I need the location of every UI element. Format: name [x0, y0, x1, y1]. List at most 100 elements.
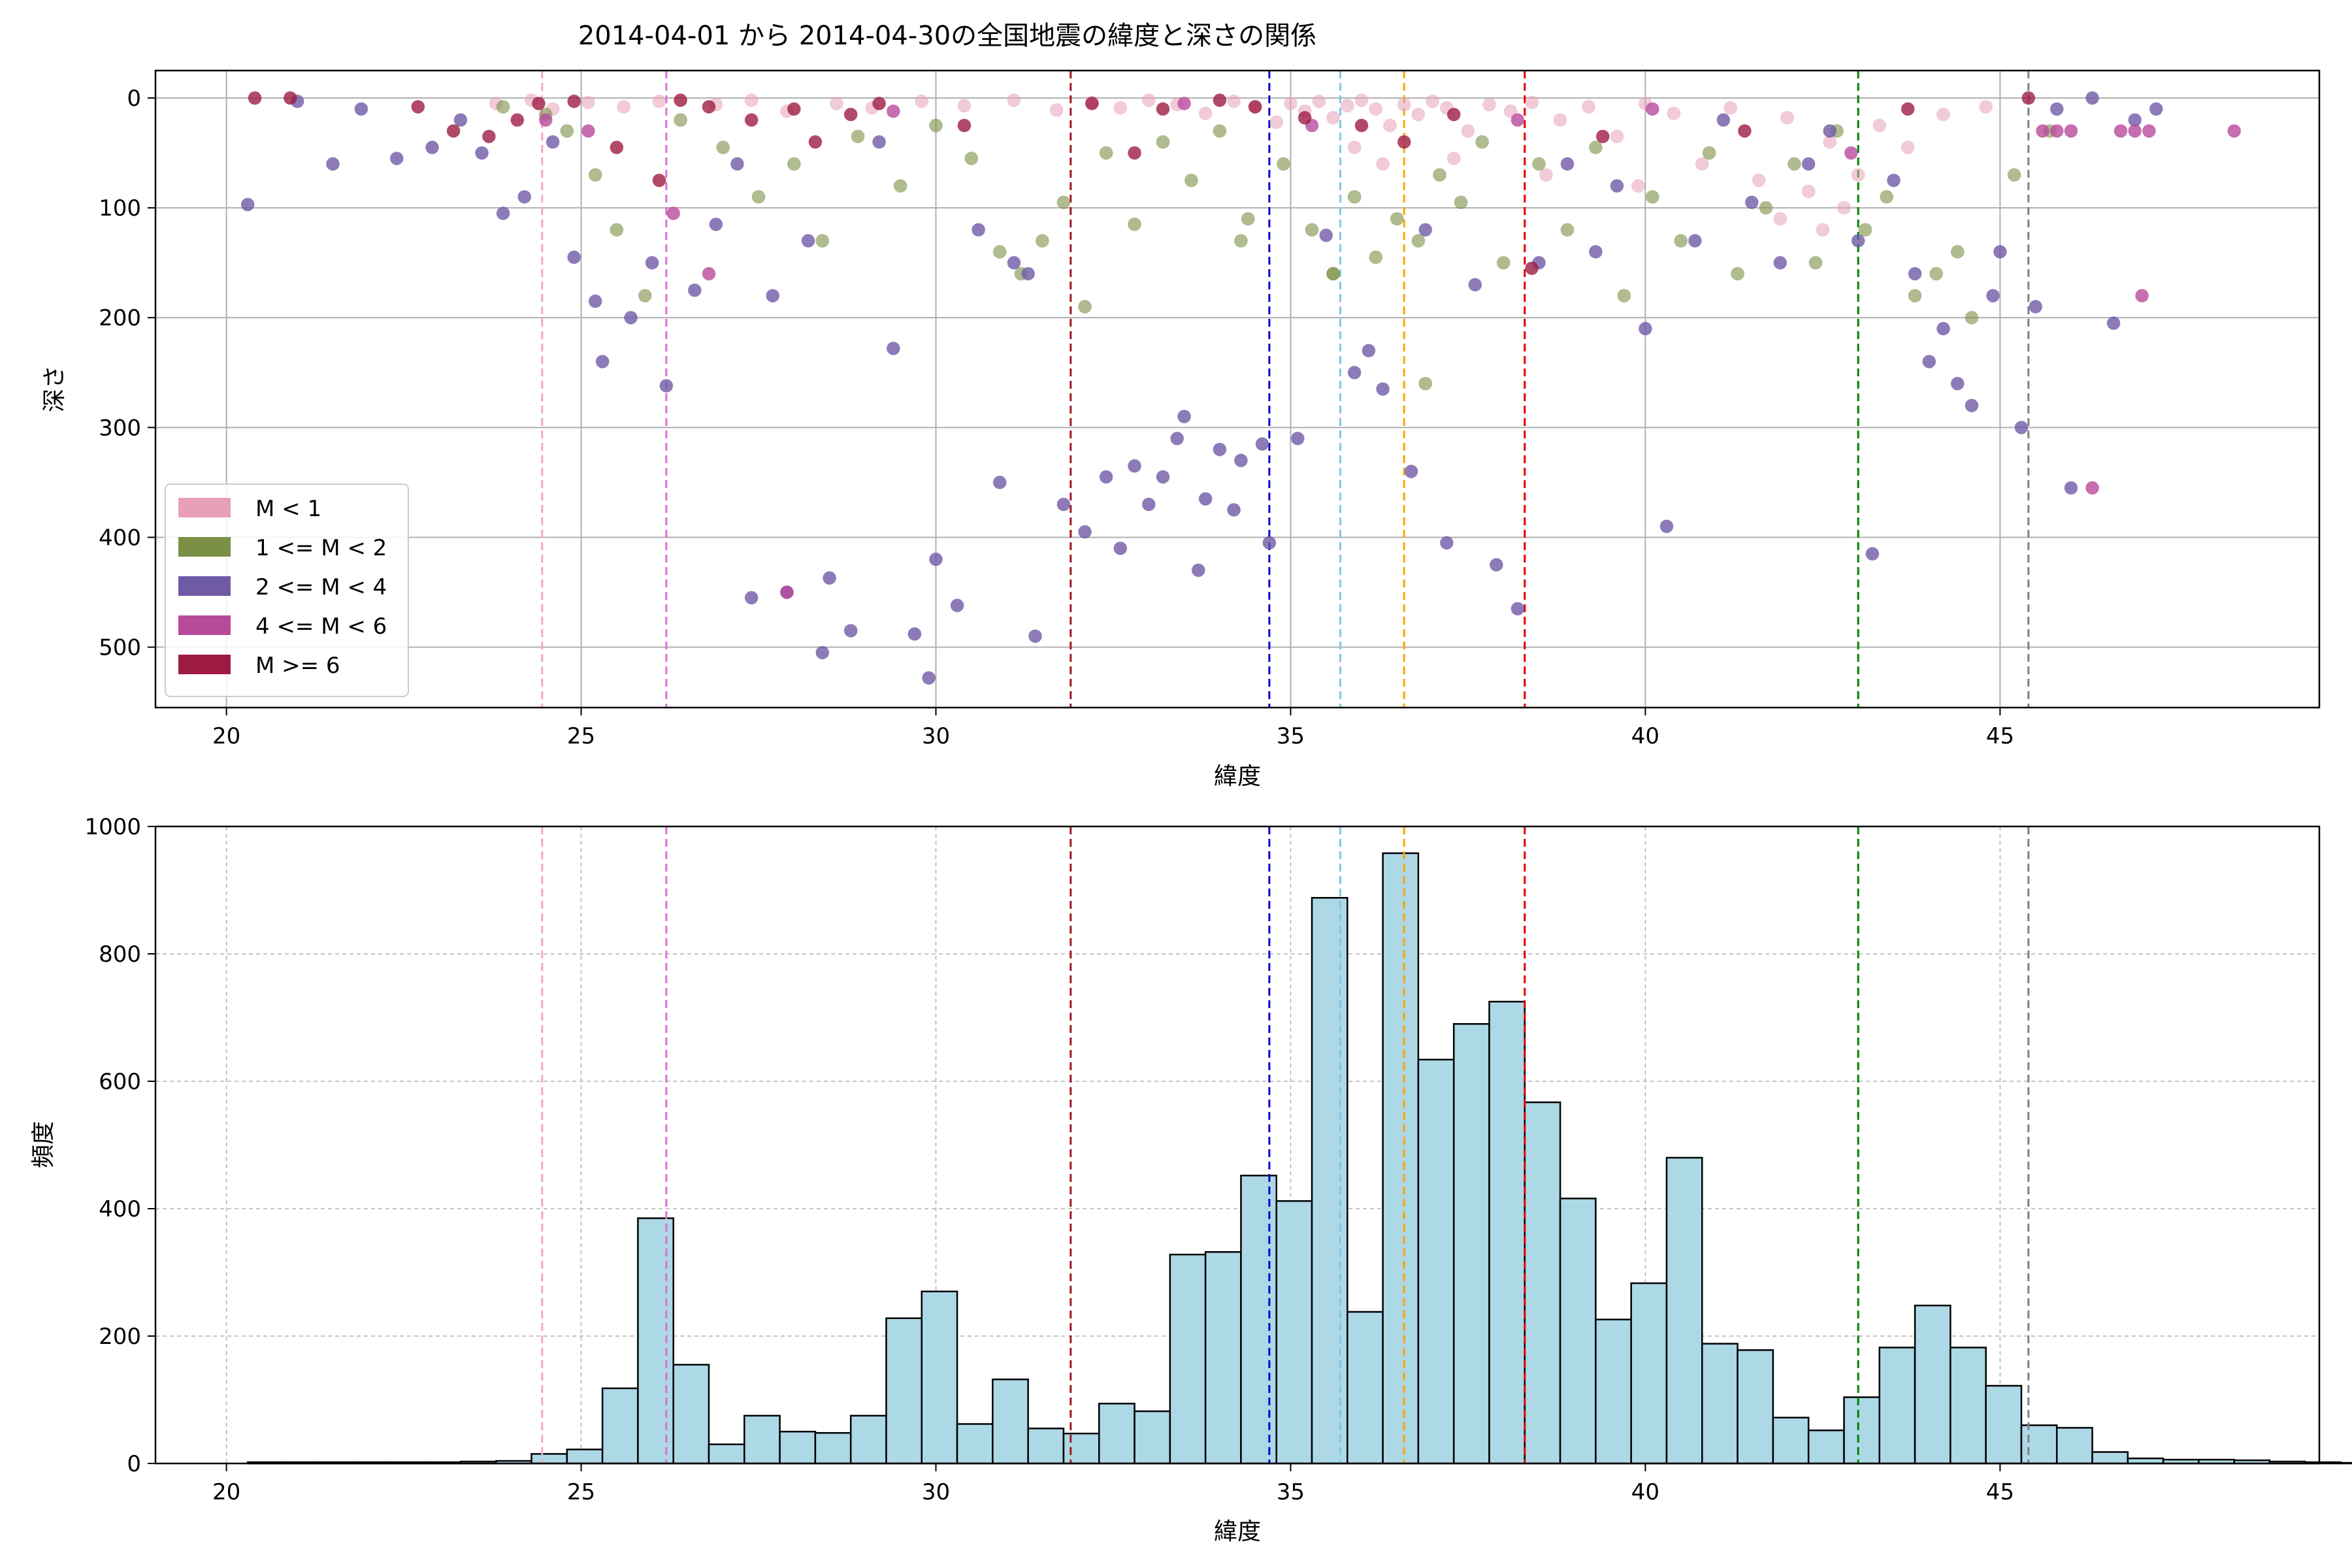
scatter-point	[1369, 250, 1383, 265]
tick-label: 30	[922, 723, 950, 749]
scatter-point	[1354, 118, 1369, 133]
scatter-point	[1908, 267, 1922, 281]
scatter-point	[1007, 255, 1021, 270]
scatter-point	[610, 140, 624, 155]
tick-label: 0	[127, 1451, 141, 1477]
histogram-bar	[1062, 1432, 1100, 1465]
scatter-point	[659, 378, 674, 393]
scatter-point	[1347, 189, 1362, 204]
scatter-point	[1560, 223, 1575, 237]
histogram-bar	[2020, 1424, 2058, 1465]
scatter-point	[1248, 99, 1262, 114]
scatter-point	[1752, 173, 1766, 188]
scatter-point	[893, 179, 907, 193]
scatter-point	[687, 283, 702, 297]
scatter-point	[588, 294, 602, 308]
tick-label: 500	[99, 635, 141, 661]
tick-label: 400	[99, 1196, 141, 1222]
histogram-bar	[779, 1431, 817, 1465]
tick-label: 25	[567, 1479, 595, 1505]
scatter-point	[1376, 382, 1390, 396]
scatter-point	[2007, 168, 2021, 182]
scatter-point	[1844, 146, 1858, 160]
scatter-point	[1674, 234, 1688, 248]
scatter-point	[1290, 431, 1305, 446]
scatter-point	[1446, 107, 1461, 122]
scatter-point	[1305, 223, 1319, 237]
histogram-bar	[601, 1387, 639, 1465]
tick-label: 400	[99, 525, 141, 551]
scatter-point	[1113, 101, 1128, 115]
scatter-point	[1511, 602, 1525, 616]
scatter-panel: 20 25 30 35 40 45 0 100 200 300 400 500 緯度 深さ M < …	[41, 69, 2321, 790]
scatter-point	[1851, 234, 1865, 248]
scatter-point	[453, 113, 468, 127]
scatter-point	[2085, 91, 2100, 105]
tick-label: 800	[99, 941, 141, 968]
scatter-point	[1482, 97, 1496, 112]
scatter-point	[1851, 168, 1865, 182]
histogram-bar	[1452, 1023, 1490, 1465]
scatter-point	[2035, 123, 2050, 138]
scatter-point	[1525, 261, 1539, 276]
scatter-point	[1411, 107, 1426, 122]
scatter-point	[1326, 267, 1341, 281]
scatter-point	[1397, 135, 1411, 149]
scatter-point	[1950, 376, 1965, 391]
scatter-point	[1404, 465, 1418, 479]
scatter-point	[1418, 376, 1433, 391]
scatter-point	[1461, 123, 1475, 138]
scatter-point	[1631, 179, 1646, 193]
scatter-point	[1731, 267, 1745, 281]
scatter-point	[1099, 470, 1113, 484]
legend-swatch	[178, 655, 231, 674]
scatter-point	[1539, 168, 1553, 182]
scatter-point	[638, 289, 652, 303]
scatter-point	[1177, 410, 1192, 424]
scatter-point	[1078, 299, 1092, 314]
histogram-bar	[849, 1414, 887, 1465]
scatter-point	[283, 91, 297, 105]
scatter-point	[1099, 146, 1113, 160]
scatter-point	[1319, 228, 1333, 242]
scatter-point	[1475, 135, 1490, 149]
scatter-point	[1965, 399, 1979, 413]
histogram-bar	[1772, 1416, 1810, 1465]
scatter-point	[1901, 140, 1915, 155]
scatter-point	[1936, 107, 1950, 122]
scatter-point	[652, 173, 666, 188]
scatter-point	[1347, 140, 1362, 155]
scatter-point	[1872, 118, 1887, 133]
histogram-panel: 20 25 30 35 40 45 0 200 400 600 800 1000 緯度 頻度	[30, 814, 2352, 1545]
tick-label: 300	[99, 415, 141, 441]
scatter-point	[2114, 123, 2128, 138]
histogram-bar	[743, 1414, 781, 1465]
scatter-point	[950, 598, 964, 613]
scatter-point	[2064, 481, 2078, 495]
scatter-point	[2014, 420, 2029, 434]
tick-label: 35	[1277, 723, 1305, 749]
scatter-point	[992, 475, 1007, 489]
scatter-point	[787, 102, 801, 116]
histogram-bar	[2091, 1451, 2129, 1465]
scatter-point	[2050, 102, 2064, 116]
scatter-point	[2227, 123, 2242, 138]
scatter-point	[666, 206, 681, 221]
scatter-point	[1801, 157, 1816, 171]
scatter-point	[1503, 104, 1518, 118]
legend-entry: 4 <= M < 6	[178, 613, 387, 640]
histogram-bar	[956, 1423, 994, 1465]
scatter-point	[446, 123, 461, 138]
scatter-point	[1213, 93, 1227, 107]
scatter-point	[1426, 94, 1440, 108]
histogram-bar	[1488, 1000, 1526, 1465]
scatter-point	[1028, 629, 1043, 644]
scatter-point	[610, 223, 624, 237]
histogram-frame	[154, 825, 2321, 1465]
scatter-point	[716, 140, 730, 155]
scatter-point	[1993, 244, 2007, 259]
scatter-point	[1695, 157, 1709, 171]
scatter-point	[829, 96, 843, 110]
tick-label: 200	[99, 1324, 141, 1350]
scatter-point	[1262, 536, 1277, 550]
